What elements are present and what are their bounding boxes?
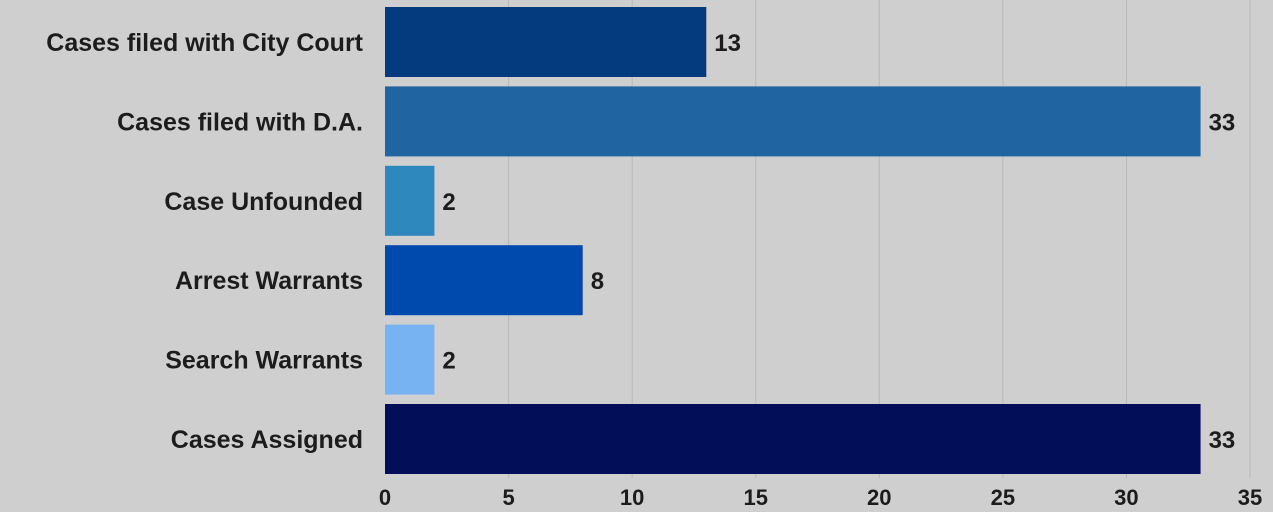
- x-tick-label: 25: [991, 485, 1015, 510]
- data-label: 13: [714, 30, 741, 57]
- data-label: 2: [442, 348, 455, 375]
- x-tick-label: 10: [620, 485, 644, 510]
- category-label: Cases filed with City Court: [46, 29, 363, 57]
- data-label: 8: [591, 268, 604, 295]
- bar: [385, 86, 1201, 157]
- x-tick-label: 0: [379, 485, 391, 510]
- x-tick-label: 30: [1114, 485, 1138, 510]
- category-label: Cases filed with D.A.: [117, 108, 363, 136]
- x-tick-label: 35: [1238, 485, 1262, 510]
- bar: [385, 7, 707, 77]
- data-label: 33: [1209, 427, 1236, 454]
- bar: [385, 245, 583, 316]
- category-label: Arrest Warrants: [175, 267, 363, 295]
- x-tick-label: 15: [743, 485, 767, 510]
- x-tick-label: 20: [867, 485, 891, 510]
- data-label: 33: [1209, 109, 1236, 136]
- x-tick-label: 5: [502, 485, 514, 510]
- bar: [385, 404, 1201, 474]
- bar: [385, 324, 435, 395]
- category-label: Search Warrants: [165, 347, 363, 375]
- bar: [385, 165, 435, 236]
- category-label: Cases Assigned: [171, 426, 363, 454]
- category-label: Case Unfounded: [164, 188, 363, 216]
- data-label: 2: [442, 189, 455, 216]
